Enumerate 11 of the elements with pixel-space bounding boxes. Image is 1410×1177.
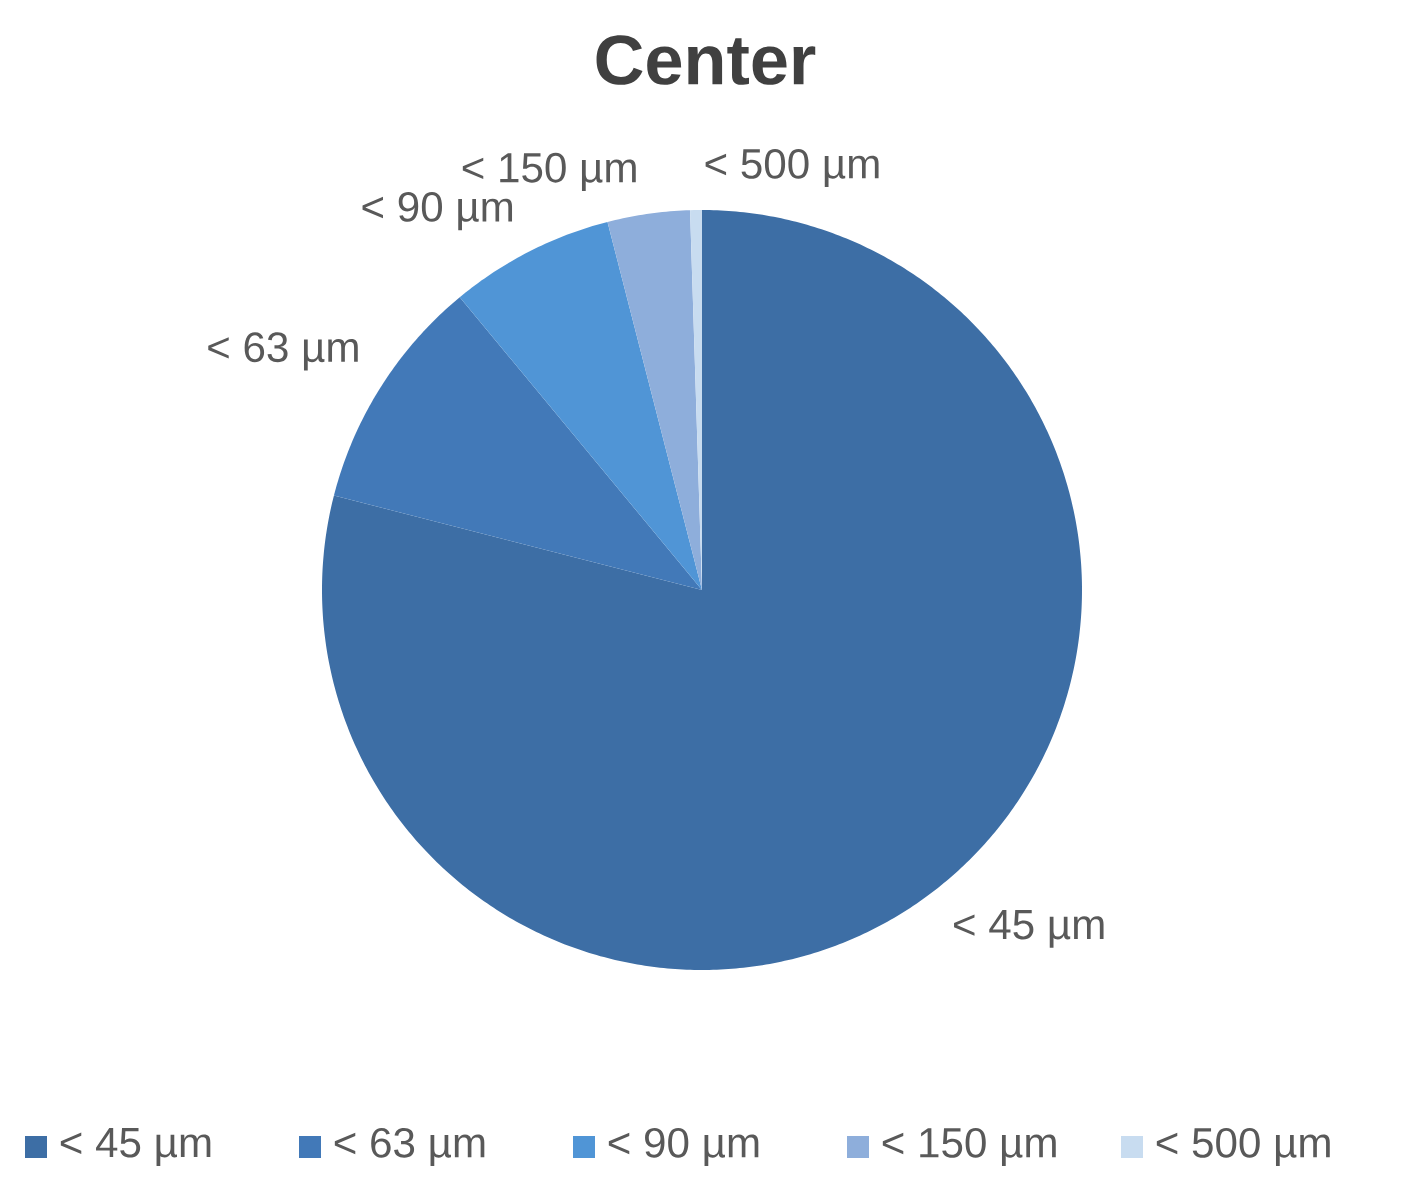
legend-label: < 150 µm (882, 1127, 1056, 1167)
legend-label: < 500 µm (1156, 1127, 1330, 1167)
chart-title: Center (596, 35, 816, 85)
slice-label: < 150 µm (462, 152, 636, 192)
legend-label: < 90 µm (608, 1127, 759, 1167)
slice-label: < 500 µm (705, 148, 879, 188)
slice-label: < 90 µm (362, 191, 513, 231)
legend-label: < 45 µm (60, 1128, 211, 1166)
slice-label: < 63 µm (208, 332, 358, 371)
slice-label: < 45 µm (954, 910, 1104, 948)
legend-label: < 63 µm (334, 1127, 485, 1167)
